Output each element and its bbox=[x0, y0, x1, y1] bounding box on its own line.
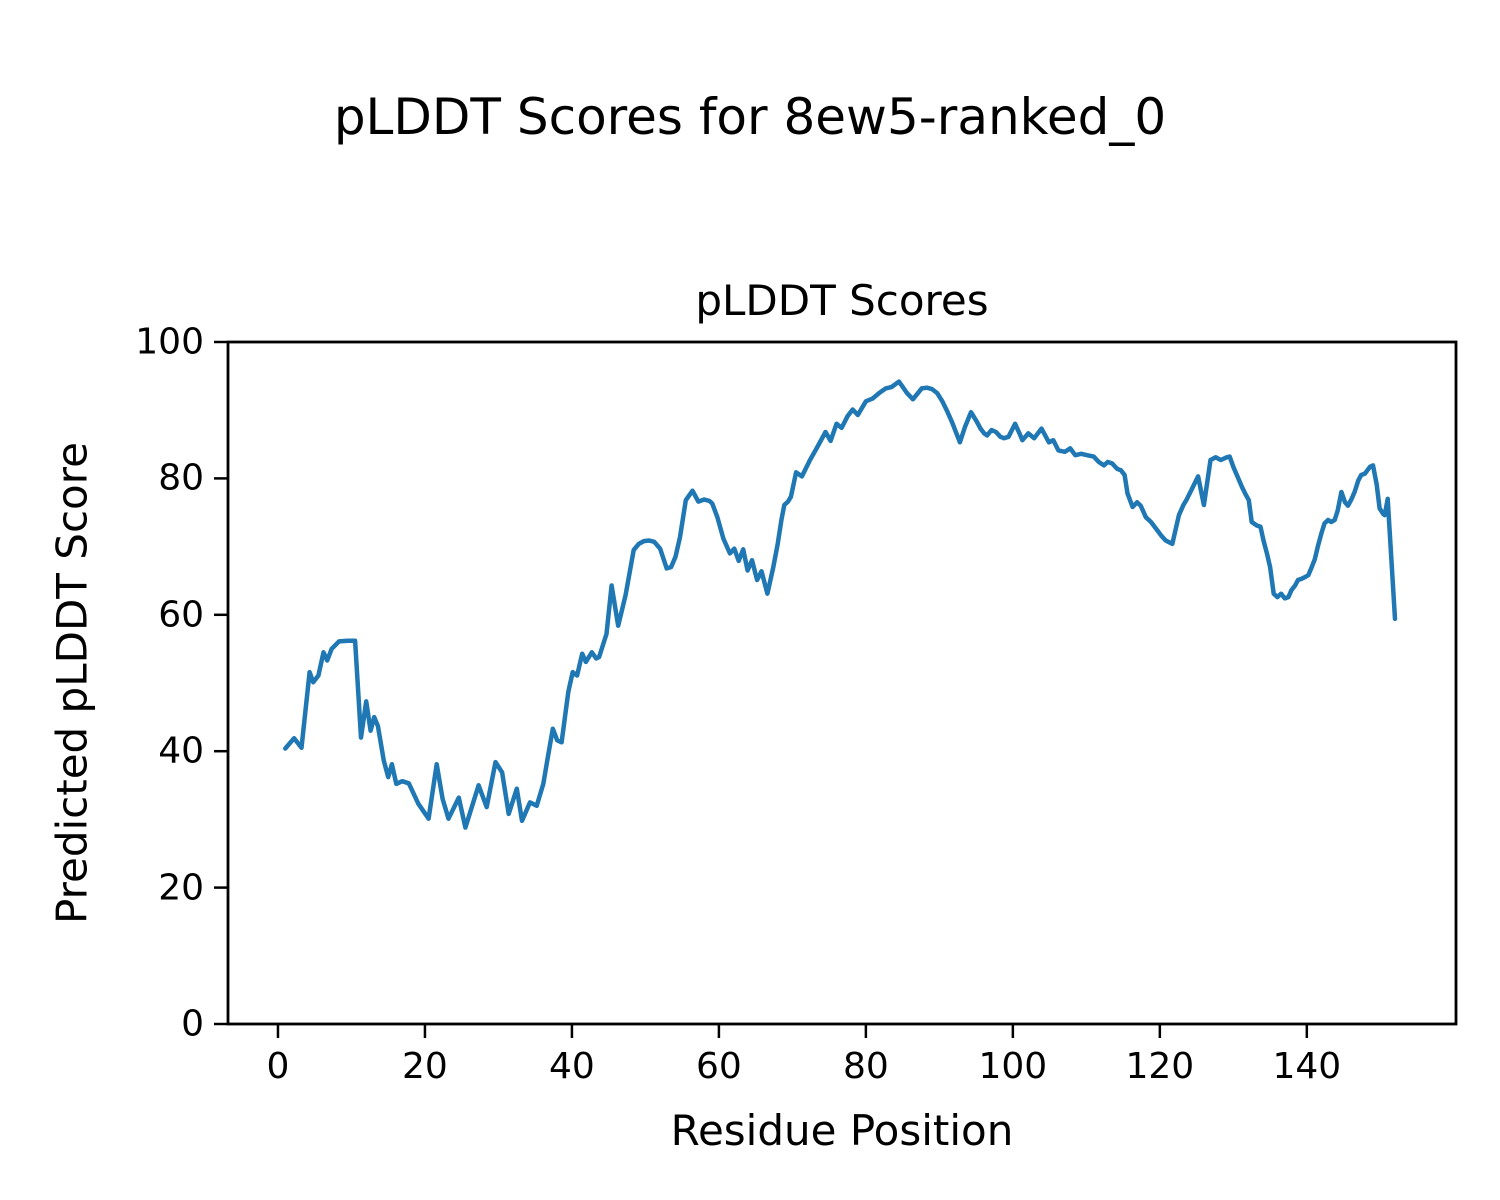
axes-spines bbox=[226, 340, 1458, 1026]
y-tick-label: 20 bbox=[158, 867, 204, 909]
plddt-line bbox=[283, 379, 1398, 830]
x-tick-label: 120 bbox=[1125, 1046, 1195, 1087]
y-axis-label: Predicted pLDDT Score bbox=[47, 442, 97, 924]
x-axis-label: Residue Position bbox=[670, 1106, 1014, 1155]
y-tick-label: 100 bbox=[135, 321, 204, 363]
y-tick-label: 60 bbox=[158, 594, 204, 636]
y-tick-label: 0 bbox=[181, 1003, 204, 1045]
x-tick-label: 0 bbox=[266, 1046, 290, 1087]
y-tick-label: 80 bbox=[158, 457, 204, 499]
x-tick-label: 100 bbox=[978, 1046, 1048, 1087]
x-tick-label: 80 bbox=[842, 1046, 889, 1087]
x-tick-label: 40 bbox=[549, 1046, 595, 1087]
y-tick-label: 40 bbox=[158, 730, 204, 772]
figure-title: pLDDT Scores for 8ew5-ranked_0 bbox=[333, 88, 1167, 146]
x-tick-label: 60 bbox=[695, 1046, 742, 1087]
axis-ticks bbox=[214, 340, 1309, 1038]
x-tick-label: 140 bbox=[1272, 1046, 1342, 1087]
x-tick-label: 20 bbox=[402, 1046, 448, 1087]
axes-title: pLDDT Scores bbox=[695, 276, 989, 325]
